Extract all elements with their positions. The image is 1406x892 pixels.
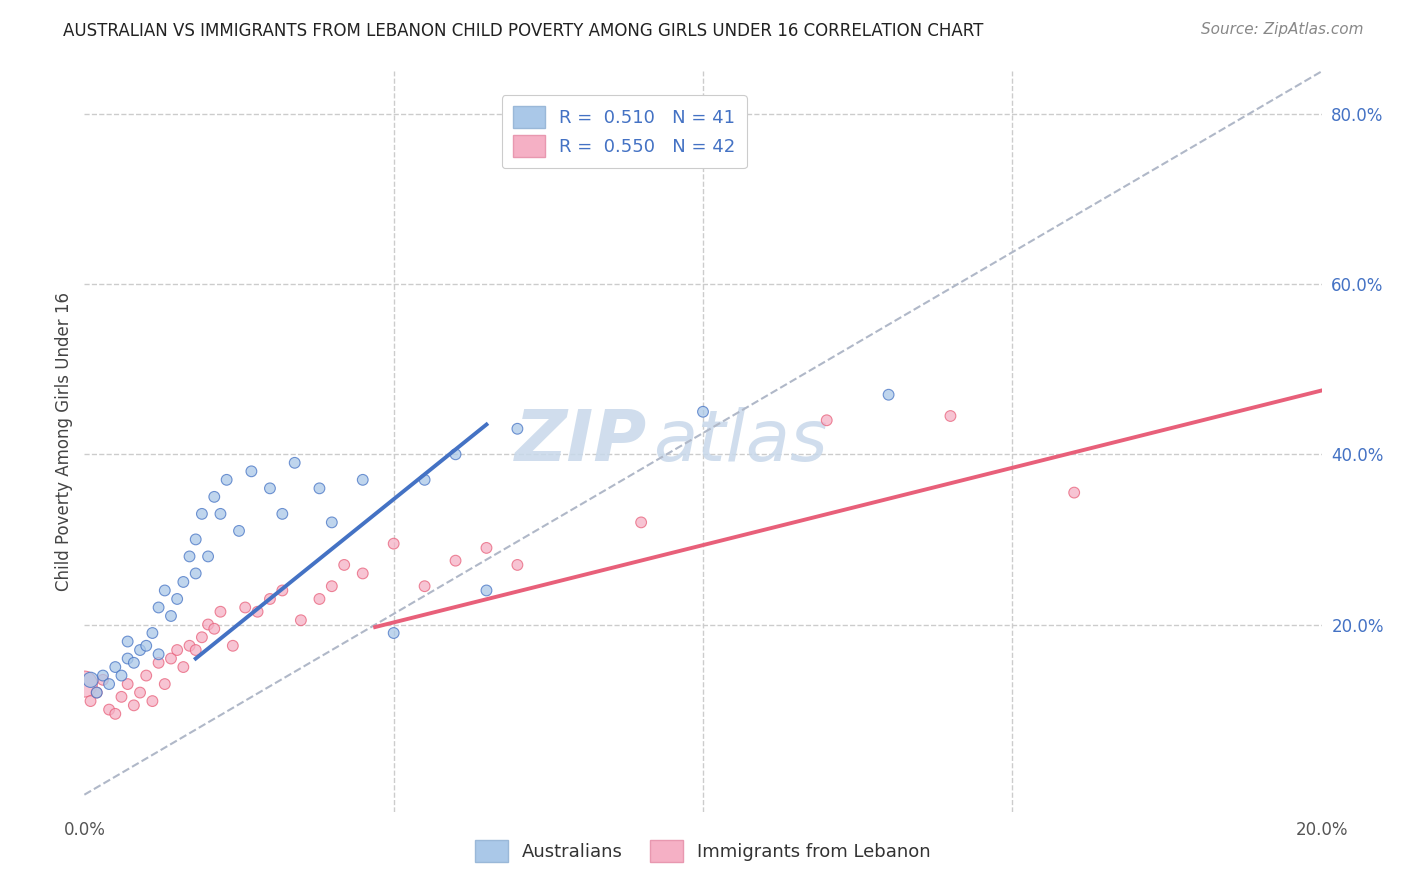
Point (86, 685, 108, 699)
Point (129, 685, 152, 699)
Point (122, 656, 145, 670)
Point (939, 409, 962, 423)
Text: atlas: atlas (654, 407, 828, 476)
Point (122, 698, 145, 713)
Point (815, 413, 838, 427)
Point (444, 447, 467, 461)
Point (179, 549, 201, 564)
Point (413, 473, 436, 487)
Point (91, 668, 114, 682)
Point (877, 388, 900, 402)
Point (271, 507, 294, 521)
Point (233, 600, 256, 615)
Point (117, 651, 139, 665)
Point (475, 583, 498, 598)
Point (321, 579, 343, 593)
Point (308, 481, 330, 495)
Point (290, 613, 312, 627)
Point (117, 634, 139, 648)
Point (172, 660, 194, 674)
Point (1063, 485, 1085, 500)
Point (135, 639, 157, 653)
Point (135, 668, 157, 682)
Point (148, 656, 170, 670)
Text: Source: ZipAtlas.com: Source: ZipAtlas.com (1201, 22, 1364, 37)
Point (160, 651, 183, 665)
Point (184, 533, 207, 547)
Point (228, 524, 250, 538)
Y-axis label: Child Poverty Among Girls Under 16: Child Poverty Among Girls Under 16 (55, 292, 73, 591)
Point (141, 626, 163, 640)
Point (141, 694, 163, 708)
Point (117, 677, 139, 691)
Legend: Australians, Immigrants from Lebanon: Australians, Immigrants from Lebanon (468, 833, 938, 870)
Point (179, 639, 201, 653)
Text: AUSTRALIAN VS IMMIGRANTS FROM LEBANON CHILD POVERTY AMONG GIRLS UNDER 16 CORRELA: AUSTRALIAN VS IMMIGRANTS FROM LEBANON CH… (63, 22, 984, 40)
Point (91, 673, 114, 687)
Point (692, 405, 714, 419)
Point (110, 668, 132, 682)
Point (444, 554, 467, 568)
Point (209, 605, 232, 619)
Point (79, 694, 101, 708)
Point (166, 643, 188, 657)
Point (259, 591, 281, 606)
Point (191, 507, 214, 521)
Point (197, 617, 219, 632)
Point (308, 591, 330, 606)
Point (166, 591, 188, 606)
Point (352, 473, 374, 487)
Point (413, 579, 436, 593)
Point (197, 549, 219, 564)
Point (475, 541, 498, 555)
Point (104, 706, 127, 721)
Point (184, 566, 207, 581)
Point (382, 536, 405, 550)
Point (352, 566, 374, 581)
Point (148, 600, 170, 615)
Point (321, 516, 343, 530)
Point (506, 558, 529, 572)
Point (153, 583, 176, 598)
Point (271, 583, 294, 598)
Point (79, 673, 101, 687)
Point (191, 630, 214, 644)
Point (284, 456, 307, 470)
Point (86, 685, 108, 699)
Point (98, 677, 121, 691)
Point (240, 464, 263, 478)
Point (209, 507, 232, 521)
Point (160, 609, 183, 624)
Point (148, 648, 170, 662)
Point (202, 622, 225, 636)
Point (506, 422, 529, 436)
Point (202, 490, 225, 504)
Point (215, 473, 238, 487)
Point (110, 690, 132, 704)
Point (382, 626, 405, 640)
Point (184, 643, 207, 657)
Point (222, 639, 245, 653)
Point (153, 677, 176, 691)
Point (129, 643, 152, 657)
Point (73, 677, 96, 691)
Point (104, 660, 127, 674)
Point (172, 574, 194, 589)
Point (259, 481, 281, 495)
Point (630, 516, 652, 530)
Point (333, 558, 356, 572)
Point (246, 605, 269, 619)
Text: ZIP: ZIP (515, 407, 647, 476)
Point (98, 703, 121, 717)
